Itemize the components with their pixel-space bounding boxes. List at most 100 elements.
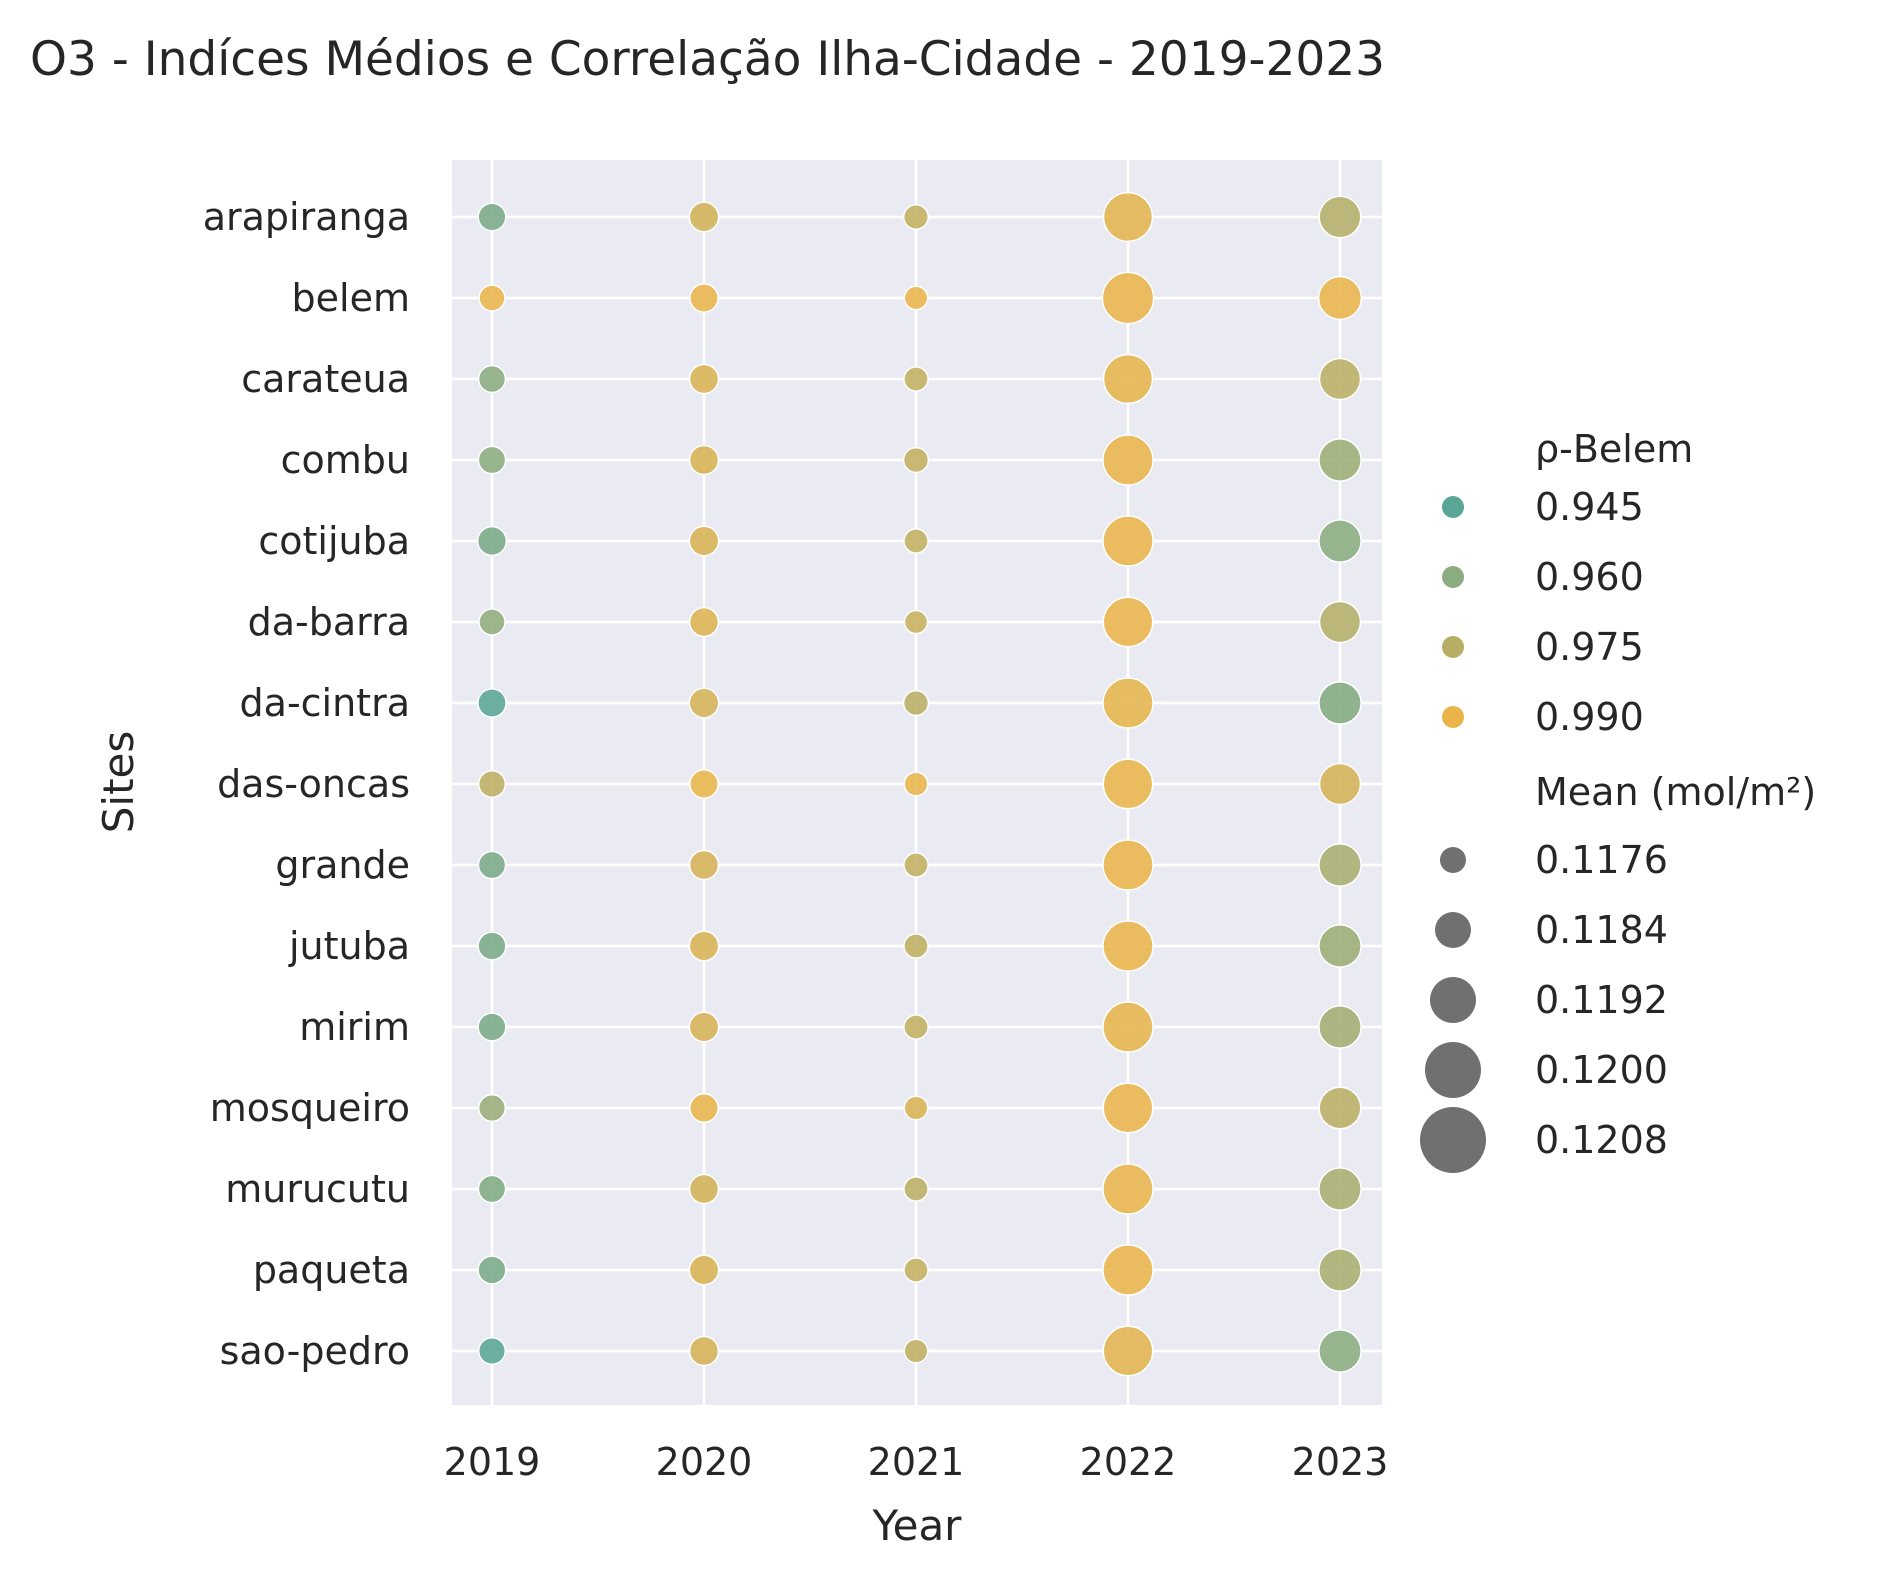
data-point bbox=[688, 930, 720, 962]
size-legend-label: 0.1208 bbox=[1535, 1118, 1668, 1162]
y-tick-label: sao-pedro bbox=[220, 1329, 410, 1373]
size-legend-marker bbox=[1425, 1042, 1481, 1098]
x-tick-label: 2022 bbox=[1080, 1440, 1177, 1484]
y-tick-label: da-barra bbox=[248, 600, 410, 644]
data-point bbox=[477, 1012, 507, 1042]
data-point bbox=[1102, 596, 1154, 648]
data-point bbox=[477, 1336, 507, 1366]
y-tick-label: mirim bbox=[299, 1005, 410, 1049]
x-tick-label: 2019 bbox=[444, 1440, 541, 1484]
data-point bbox=[1102, 353, 1154, 405]
data-point bbox=[688, 444, 720, 476]
data-point bbox=[1102, 1082, 1154, 1134]
data-point bbox=[903, 852, 929, 878]
data-point bbox=[477, 445, 507, 475]
data-points bbox=[476, 191, 1363, 1377]
data-point bbox=[1102, 1244, 1154, 1296]
color-legend-marker bbox=[1442, 566, 1464, 588]
y-tick-label: cotijuba bbox=[258, 519, 410, 563]
y-tick-label: mosqueiro bbox=[210, 1086, 410, 1130]
data-point bbox=[1318, 1329, 1362, 1373]
y-tick-label: belem bbox=[292, 276, 410, 320]
x-axis-label: Year bbox=[872, 1501, 963, 1550]
size-legend-entries: 0.1176 0.1184 0.1192 0.1200 0.1208 bbox=[1420, 838, 1668, 1173]
color-legend-label: 0.975 bbox=[1535, 625, 1644, 669]
data-point bbox=[1102, 677, 1154, 729]
data-point bbox=[903, 285, 929, 311]
size-legend-label: 0.1192 bbox=[1535, 978, 1668, 1022]
size-legend-marker bbox=[1420, 1107, 1486, 1173]
data-point bbox=[688, 849, 720, 881]
data-point bbox=[1102, 515, 1154, 567]
y-tick-label: grande bbox=[275, 843, 410, 887]
data-point bbox=[1318, 1167, 1362, 1211]
data-point bbox=[1102, 1001, 1154, 1053]
data-point bbox=[902, 203, 930, 231]
y-tick-label: carateua bbox=[241, 357, 410, 401]
data-point bbox=[1102, 1163, 1154, 1215]
data-point bbox=[1318, 1005, 1362, 1049]
data-point bbox=[688, 606, 720, 638]
data-point bbox=[688, 1335, 720, 1367]
color-legend-title: ρ-Belem bbox=[1535, 427, 1693, 471]
data-point bbox=[1318, 357, 1362, 401]
data-point bbox=[903, 933, 929, 959]
data-point bbox=[903, 1257, 929, 1283]
data-point bbox=[478, 608, 506, 636]
color-legend-entries: 0.945 0.960 0.975 0.990 bbox=[1442, 485, 1644, 739]
data-point bbox=[688, 363, 720, 395]
y-tick-label: combu bbox=[281, 438, 410, 482]
data-point bbox=[477, 931, 507, 961]
data-point bbox=[903, 1176, 929, 1202]
data-point bbox=[477, 364, 507, 394]
size-legend-marker bbox=[1440, 847, 1466, 873]
data-point bbox=[903, 1095, 929, 1121]
data-point bbox=[903, 771, 929, 797]
data-point bbox=[1318, 1248, 1362, 1292]
data-point bbox=[1102, 191, 1154, 243]
data-point bbox=[1317, 275, 1363, 321]
color-legend-label: 0.990 bbox=[1535, 695, 1644, 739]
data-point bbox=[1318, 1086, 1362, 1130]
data-point bbox=[477, 769, 507, 799]
y-tick-label: murucutu bbox=[225, 1167, 410, 1211]
data-point bbox=[1102, 920, 1154, 972]
data-point bbox=[477, 688, 507, 718]
size-legend-label: 0.1184 bbox=[1535, 908, 1668, 952]
data-point bbox=[1102, 758, 1154, 810]
x-tick-label: 2023 bbox=[1292, 1440, 1389, 1484]
data-point bbox=[903, 1338, 929, 1364]
data-point bbox=[688, 1173, 720, 1205]
x-tick-label: 2020 bbox=[656, 1440, 753, 1484]
data-point bbox=[477, 850, 507, 880]
data-point bbox=[476, 525, 508, 557]
chart-title: O3 - Indíces Médios e Correlação Ilha-Ci… bbox=[30, 32, 1385, 87]
data-point bbox=[477, 1255, 507, 1285]
data-point bbox=[902, 689, 930, 717]
data-point bbox=[1318, 924, 1362, 968]
y-tick-label: jutuba bbox=[288, 924, 410, 968]
size-legend-marker bbox=[1435, 912, 1471, 948]
data-point bbox=[478, 284, 506, 312]
data-point bbox=[688, 1254, 720, 1286]
data-point bbox=[1318, 681, 1362, 725]
data-point bbox=[903, 609, 929, 635]
data-point bbox=[1102, 1325, 1154, 1377]
data-point bbox=[1101, 271, 1155, 325]
color-legend-marker bbox=[1442, 636, 1464, 658]
data-point bbox=[477, 1174, 507, 1204]
data-point bbox=[903, 366, 929, 392]
data-point bbox=[1102, 839, 1154, 891]
data-point bbox=[477, 202, 507, 232]
color-legend-label: 0.960 bbox=[1535, 555, 1644, 599]
size-legend-title: Mean (mol/m²) bbox=[1535, 770, 1816, 814]
y-tick-label: paqueta bbox=[253, 1248, 410, 1292]
size-legend-marker bbox=[1430, 977, 1476, 1023]
data-point bbox=[688, 201, 720, 233]
color-legend-label: 0.945 bbox=[1535, 485, 1644, 529]
y-tick-labels: arapiranga belem carateua combu cotijuba da-b… bbox=[203, 195, 410, 1373]
size-legend-label: 0.1200 bbox=[1535, 1048, 1668, 1092]
y-axis-label: Sites bbox=[94, 731, 143, 834]
data-point bbox=[903, 528, 929, 554]
